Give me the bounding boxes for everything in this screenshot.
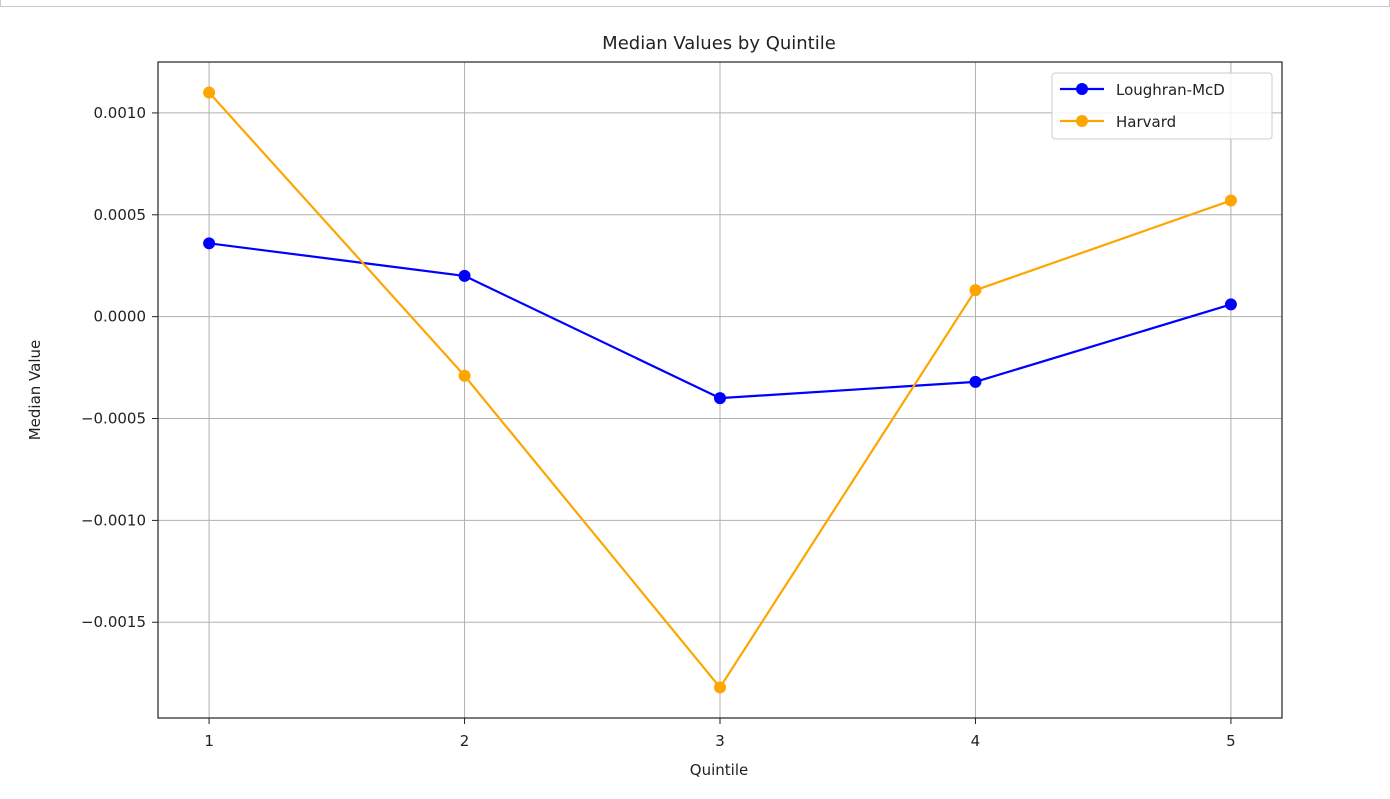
x-axis-label: Quintile (690, 761, 748, 779)
x-tick-label: 5 (1226, 732, 1236, 750)
x-tick-label: 2 (460, 732, 470, 750)
x-tick-label: 1 (204, 732, 214, 750)
y-tick-label: −0.0010 (81, 511, 146, 529)
legend-marker-harvard (1076, 115, 1088, 127)
legend-box (1051, 72, 1273, 140)
data-point-harvard (714, 681, 726, 694)
legend: Loughran-McD Harvard (1051, 72, 1273, 140)
grid-lines (158, 62, 1282, 718)
y-tick-label: −0.0015 (81, 613, 146, 631)
y-axis-label: Median Value (26, 340, 44, 441)
x-tick-label: 3 (715, 732, 725, 750)
y-tick-label: −0.0005 (81, 410, 146, 428)
data-point-loughran-mcd (458, 269, 471, 282)
y-tick-label: 0.0005 (94, 206, 147, 224)
legend-label-loughran-mcd: Loughran-McD (1116, 81, 1225, 99)
axis-ticks: 1 2 3 4 5 0.0010 0.0005 0.0000 −0.0005 −0.0010 −0.… (81, 104, 1236, 750)
data-point-loughran-mcd (714, 392, 726, 405)
data-point-harvard (203, 86, 216, 99)
series-layer (203, 86, 1237, 694)
data-point-loughran-mcd (203, 237, 216, 250)
legend-marker-loughran-mcd (1076, 83, 1088, 95)
data-point-harvard (1224, 194, 1237, 207)
y-tick-label: 0.0010 (94, 104, 147, 122)
x-tick-label: 4 (971, 732, 981, 750)
data-point-harvard (969, 284, 982, 297)
data-point-harvard (458, 369, 471, 382)
y-tick-label: 0.0000 (94, 308, 147, 326)
chart-title: Median Values by Quintile (602, 33, 836, 54)
legend-label-harvard: Harvard (1116, 113, 1176, 131)
data-point-loughran-mcd (969, 375, 982, 388)
data-point-loughran-mcd (1224, 298, 1237, 311)
